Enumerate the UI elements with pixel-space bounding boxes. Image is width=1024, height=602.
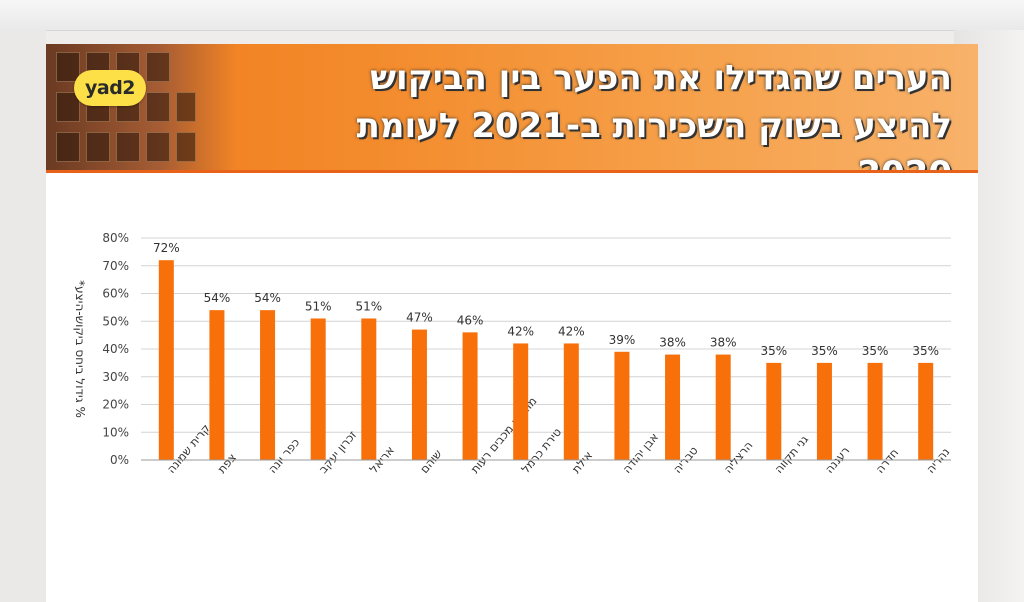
y-tick-label: 60% xyxy=(102,287,129,301)
y-tick-label: 10% xyxy=(102,425,129,439)
data-label: 47% xyxy=(406,311,433,325)
data-label: 54% xyxy=(204,291,231,305)
y-axis-label: % גידול ביחס ביקוש-היצע* xyxy=(73,280,87,418)
data-label: 42% xyxy=(507,324,534,338)
data-label: 35% xyxy=(811,344,838,358)
building-photo xyxy=(46,44,236,170)
y-tick-label: 50% xyxy=(102,314,129,328)
data-label: 51% xyxy=(305,299,332,313)
y-tick-label: 20% xyxy=(102,398,129,412)
bar xyxy=(715,354,731,460)
y-tick-label: 40% xyxy=(102,342,129,356)
data-label: 72% xyxy=(153,241,180,255)
title-line-2: להיצע בשוק השכירות ב-2021 לעומת 2020 xyxy=(356,106,952,170)
data-label: 39% xyxy=(609,333,636,347)
data-label: 35% xyxy=(760,344,787,358)
y-tick-label: 80% xyxy=(102,231,129,245)
top-strip xyxy=(0,0,1024,31)
yad2-logo: yad2 xyxy=(74,70,146,106)
bar xyxy=(260,310,276,460)
bar xyxy=(867,362,883,460)
title-line-1: הערים שהגדילו את הפער בין הביקוש xyxy=(370,58,952,98)
bar xyxy=(665,354,681,460)
header-banner: yad2 הערים שהגדילו את הפער בין הביקוש לה… xyxy=(46,44,978,173)
page-title: הערים שהגדילו את הפער בין הביקוש להיצע ב… xyxy=(252,54,952,170)
bar xyxy=(209,310,225,460)
bar xyxy=(411,329,427,460)
bar xyxy=(918,362,934,460)
data-label: 46% xyxy=(457,313,484,327)
data-label: 38% xyxy=(659,336,686,350)
data-label: 35% xyxy=(912,344,939,358)
bar xyxy=(614,351,630,460)
data-label: 54% xyxy=(254,291,281,305)
bar xyxy=(513,343,529,460)
bar-chart: 0% 10% 20% 30% 40% 50% 60% 70% 80% % גידול ביחס ב… xyxy=(73,231,952,476)
y-tick-label: 0% xyxy=(110,453,129,467)
data-label: 51% xyxy=(355,299,382,313)
bar xyxy=(766,362,782,460)
bar xyxy=(361,318,377,460)
data-label: 35% xyxy=(862,344,889,358)
bar xyxy=(310,318,326,460)
infographic-card: yad2 הערים שהגדילו את הפער בין הביקוש לה… xyxy=(46,44,978,602)
bar xyxy=(563,343,579,460)
left-background xyxy=(0,30,46,602)
y-tick-label: 70% xyxy=(102,259,129,273)
data-label: 42% xyxy=(558,324,585,338)
bar xyxy=(462,332,478,460)
bar xyxy=(816,362,832,460)
y-tick-label: 30% xyxy=(102,370,129,384)
data-label: 38% xyxy=(710,336,737,350)
bar xyxy=(158,260,174,460)
